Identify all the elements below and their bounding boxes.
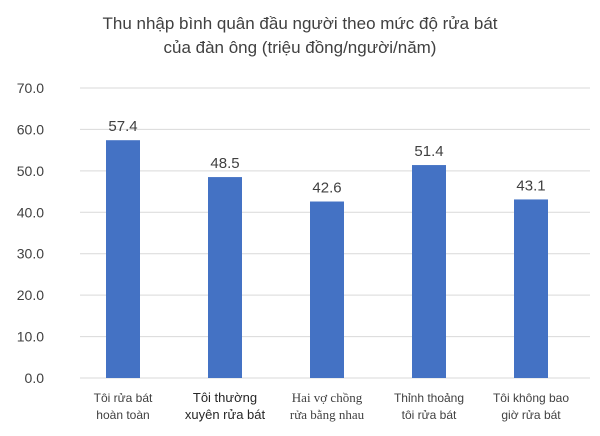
data-label: 57.4	[108, 118, 137, 135]
y-tick-label: 0.0	[25, 370, 45, 386]
gridlines	[80, 87, 590, 379]
x-axis-categories: Tôi rửa bát hoàn toàn Tôi thường xuyên rửa …	[94, 390, 570, 422]
chart-title: Thu nhập bình quân đầu người theo mức độ…	[0, 12, 600, 60]
x-category-label: giờ rửa bát	[501, 408, 561, 422]
y-tick-label: 20.0	[17, 287, 44, 303]
y-tick-label: 30.0	[17, 246, 44, 262]
x-category-label: Tôi không bao	[493, 391, 569, 405]
x-category-label: tôi rửa bát	[402, 408, 457, 422]
bar	[310, 201, 344, 378]
bar	[412, 165, 446, 378]
data-label: 48.5	[210, 155, 239, 172]
data-labels: 57.4 48.5 42.6 51.4 43.1	[108, 118, 545, 196]
y-tick-label: 40.0	[17, 204, 44, 220]
bar	[514, 199, 548, 378]
bar	[208, 177, 242, 378]
y-tick-label: 50.0	[17, 163, 44, 179]
chart-title-line-1: Thu nhập bình quân đầu người theo mức độ…	[102, 14, 498, 33]
x-category-label: rửa bằng nhau	[290, 407, 365, 422]
data-label: 51.4	[414, 143, 443, 160]
bar	[106, 140, 140, 378]
y-tick-label: 10.0	[17, 329, 44, 345]
y-axis-ticks: 0.0 10.0 20.0 30.0 40.0 50.0 60.0 70.0	[17, 80, 44, 386]
x-category-label: Tôi rửa bát	[94, 391, 153, 405]
x-category-label: hoàn toàn	[96, 408, 149, 422]
data-label: 42.6	[312, 180, 341, 197]
y-tick-label: 70.0	[17, 80, 44, 96]
bars	[106, 140, 548, 378]
x-category-label: Thỉnh thoảng	[394, 391, 464, 405]
data-label: 43.1	[516, 177, 545, 194]
x-category-label: xuyên rửa bát	[185, 407, 266, 422]
x-category-label: Hai vợ chồng	[292, 390, 363, 405]
x-category-label: Tôi thường	[193, 390, 257, 405]
y-tick-label: 60.0	[17, 121, 44, 137]
chart-title-line-2: của đàn ông (triệu đồng/người/năm)	[163, 38, 437, 57]
